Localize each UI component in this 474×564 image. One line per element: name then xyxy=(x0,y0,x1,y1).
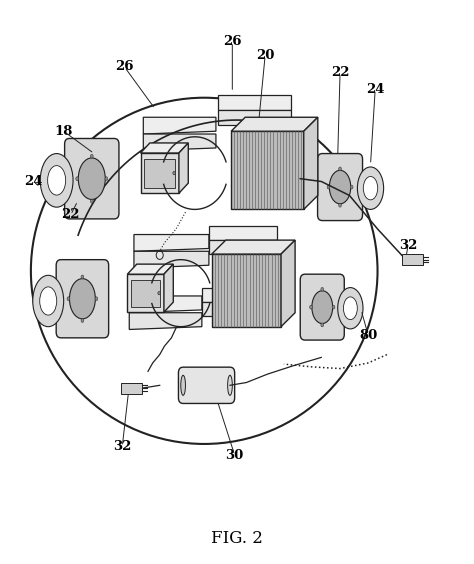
FancyBboxPatch shape xyxy=(64,139,119,219)
Ellipse shape xyxy=(329,170,351,204)
Ellipse shape xyxy=(181,375,185,395)
Text: 20: 20 xyxy=(256,49,274,63)
FancyBboxPatch shape xyxy=(178,367,235,403)
Polygon shape xyxy=(209,240,277,254)
Polygon shape xyxy=(140,143,188,153)
Polygon shape xyxy=(202,302,267,315)
Text: 26: 26 xyxy=(115,60,134,73)
Ellipse shape xyxy=(91,154,93,158)
Ellipse shape xyxy=(363,177,378,200)
Ellipse shape xyxy=(332,305,335,309)
Text: 22: 22 xyxy=(331,66,349,79)
Bar xyxy=(212,254,281,327)
Polygon shape xyxy=(218,95,291,110)
Bar xyxy=(402,254,423,265)
Bar xyxy=(140,153,179,193)
Ellipse shape xyxy=(40,153,73,207)
Ellipse shape xyxy=(67,297,70,301)
Polygon shape xyxy=(143,117,216,134)
FancyBboxPatch shape xyxy=(56,259,109,338)
Polygon shape xyxy=(202,288,267,302)
Ellipse shape xyxy=(312,290,333,324)
Text: 80: 80 xyxy=(359,329,377,342)
Ellipse shape xyxy=(337,288,363,329)
Text: 16: 16 xyxy=(144,153,162,166)
Polygon shape xyxy=(129,296,202,312)
Ellipse shape xyxy=(81,319,84,323)
Ellipse shape xyxy=(173,171,176,175)
Ellipse shape xyxy=(357,167,383,209)
Polygon shape xyxy=(209,226,277,240)
Ellipse shape xyxy=(70,279,95,319)
Text: 18: 18 xyxy=(55,125,73,138)
Polygon shape xyxy=(134,252,209,268)
Text: 24: 24 xyxy=(366,83,384,96)
Ellipse shape xyxy=(350,185,353,189)
Polygon shape xyxy=(281,240,295,327)
Bar xyxy=(131,280,160,307)
Text: 32: 32 xyxy=(399,239,417,252)
FancyBboxPatch shape xyxy=(300,274,344,340)
Polygon shape xyxy=(143,134,216,151)
Bar xyxy=(121,382,142,394)
Ellipse shape xyxy=(78,158,105,200)
Ellipse shape xyxy=(327,185,330,189)
Ellipse shape xyxy=(81,275,84,279)
Polygon shape xyxy=(179,143,188,193)
Text: 24: 24 xyxy=(24,175,43,188)
Text: 32: 32 xyxy=(113,440,131,453)
Ellipse shape xyxy=(228,375,232,395)
Bar xyxy=(231,131,304,209)
Text: 30: 30 xyxy=(226,448,244,461)
Ellipse shape xyxy=(40,287,57,315)
Polygon shape xyxy=(164,264,173,312)
Polygon shape xyxy=(231,117,318,131)
Ellipse shape xyxy=(338,167,341,171)
Polygon shape xyxy=(129,312,202,329)
Polygon shape xyxy=(304,117,318,209)
Text: 26: 26 xyxy=(223,36,242,49)
Polygon shape xyxy=(212,240,295,254)
Text: FIG. 2: FIG. 2 xyxy=(211,530,263,548)
Ellipse shape xyxy=(343,297,357,320)
Ellipse shape xyxy=(91,199,93,203)
Bar xyxy=(144,158,175,188)
FancyBboxPatch shape xyxy=(318,153,363,221)
Polygon shape xyxy=(218,110,291,125)
Ellipse shape xyxy=(310,305,312,309)
Bar xyxy=(128,274,164,312)
Ellipse shape xyxy=(33,275,64,327)
Text: 22: 22 xyxy=(62,209,80,222)
Ellipse shape xyxy=(95,297,98,301)
Polygon shape xyxy=(128,264,173,274)
Ellipse shape xyxy=(76,177,79,180)
Ellipse shape xyxy=(321,323,324,327)
Ellipse shape xyxy=(321,288,324,291)
Ellipse shape xyxy=(158,292,161,295)
Ellipse shape xyxy=(338,203,341,207)
Polygon shape xyxy=(134,235,209,252)
Ellipse shape xyxy=(47,166,66,195)
Ellipse shape xyxy=(105,177,108,180)
